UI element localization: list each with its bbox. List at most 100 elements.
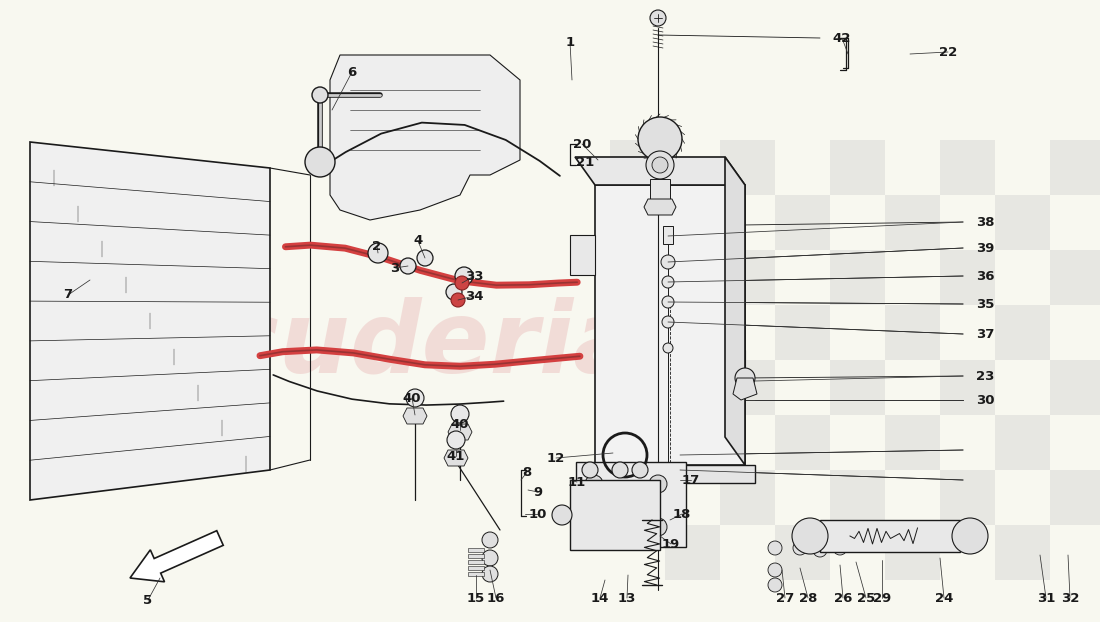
Polygon shape	[644, 199, 676, 215]
Text: 33: 33	[464, 269, 483, 282]
Circle shape	[400, 258, 416, 274]
FancyArrow shape	[130, 531, 223, 582]
Circle shape	[735, 368, 755, 388]
Text: 40: 40	[403, 391, 421, 404]
Circle shape	[649, 518, 667, 536]
Bar	[468, 560, 484, 564]
Polygon shape	[576, 462, 686, 547]
Text: 15: 15	[466, 592, 485, 605]
Text: 10: 10	[529, 508, 547, 521]
Bar	[886, 525, 940, 580]
Bar	[940, 250, 996, 305]
Text: 37: 37	[976, 328, 994, 340]
Polygon shape	[595, 185, 745, 465]
Text: 2: 2	[373, 239, 382, 253]
Circle shape	[417, 250, 433, 266]
Bar	[996, 195, 1050, 250]
Text: 24: 24	[935, 592, 954, 605]
Polygon shape	[330, 55, 520, 220]
Circle shape	[662, 296, 674, 308]
Circle shape	[455, 267, 473, 285]
Bar	[830, 360, 886, 415]
Circle shape	[652, 157, 668, 173]
Text: 4: 4	[414, 234, 422, 248]
Text: 32: 32	[1060, 592, 1079, 605]
Circle shape	[451, 293, 465, 307]
Text: 42: 42	[833, 32, 851, 45]
Text: 35: 35	[976, 297, 994, 310]
Bar	[663, 226, 673, 244]
Bar	[720, 250, 775, 305]
Text: 17: 17	[682, 473, 700, 486]
Circle shape	[793, 541, 807, 555]
Bar	[610, 140, 665, 195]
Text: 22: 22	[939, 45, 957, 58]
Text: 26: 26	[834, 592, 852, 605]
Bar	[666, 415, 720, 470]
Text: 38: 38	[976, 215, 994, 228]
Circle shape	[646, 151, 674, 179]
Text: 21: 21	[576, 156, 594, 169]
Circle shape	[482, 566, 498, 582]
Text: 19: 19	[662, 537, 680, 550]
Text: 11: 11	[568, 475, 586, 488]
Bar	[720, 470, 775, 525]
Text: 34: 34	[464, 289, 483, 302]
Bar	[940, 140, 996, 195]
Bar	[468, 572, 484, 576]
Text: 18: 18	[673, 508, 691, 521]
Bar	[940, 360, 996, 415]
Text: 12: 12	[547, 452, 565, 465]
Text: 27: 27	[776, 592, 794, 605]
Text: 7: 7	[64, 289, 73, 302]
Text: 29: 29	[873, 592, 891, 605]
Polygon shape	[403, 408, 427, 424]
Text: 31: 31	[1037, 592, 1055, 605]
Polygon shape	[448, 424, 472, 440]
Bar	[776, 195, 830, 250]
Circle shape	[952, 518, 988, 554]
Bar	[996, 305, 1050, 360]
Text: car parts: car parts	[104, 415, 241, 445]
Circle shape	[585, 475, 603, 493]
Circle shape	[552, 505, 572, 525]
Circle shape	[585, 518, 603, 536]
Text: 6: 6	[348, 65, 356, 78]
Polygon shape	[733, 378, 757, 400]
Bar	[610, 250, 665, 305]
Text: 3: 3	[390, 261, 399, 274]
Circle shape	[305, 147, 336, 177]
Text: 39: 39	[976, 241, 994, 254]
Circle shape	[447, 431, 465, 449]
Bar	[468, 566, 484, 570]
Text: 16: 16	[487, 592, 505, 605]
Text: 25: 25	[857, 592, 876, 605]
Circle shape	[406, 389, 424, 407]
Bar	[830, 140, 886, 195]
Circle shape	[768, 578, 782, 592]
Bar	[830, 250, 886, 305]
Bar	[1050, 470, 1100, 525]
Circle shape	[813, 543, 827, 557]
Circle shape	[368, 243, 388, 263]
Circle shape	[617, 490, 645, 518]
Bar	[610, 470, 665, 525]
Polygon shape	[575, 157, 745, 185]
Text: 30: 30	[976, 394, 994, 407]
Polygon shape	[570, 480, 660, 550]
Text: 8: 8	[522, 465, 531, 478]
Bar	[830, 470, 886, 525]
Circle shape	[662, 316, 674, 328]
Polygon shape	[585, 465, 755, 483]
Bar	[776, 305, 830, 360]
Bar	[1050, 360, 1100, 415]
Circle shape	[455, 276, 469, 290]
Bar	[996, 525, 1050, 580]
Circle shape	[612, 462, 628, 478]
Polygon shape	[30, 142, 270, 500]
Circle shape	[650, 10, 666, 26]
Text: 41: 41	[447, 450, 465, 463]
Circle shape	[768, 541, 782, 555]
Bar	[820, 520, 960, 552]
Circle shape	[792, 518, 828, 554]
